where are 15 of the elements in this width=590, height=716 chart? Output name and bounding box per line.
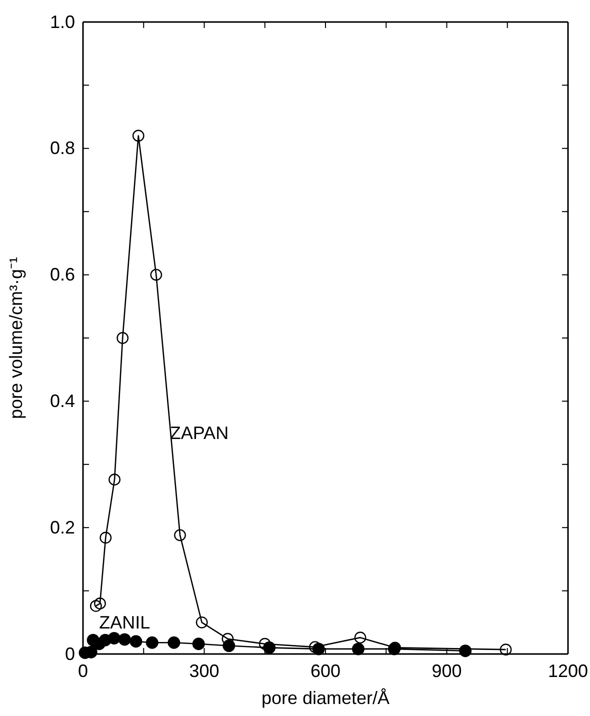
x-tick-label: 900 — [432, 660, 462, 681]
y-tick-label: 0.2 — [50, 517, 75, 538]
x-tick-label: 600 — [310, 660, 341, 681]
y-tick-label: 0.6 — [50, 264, 75, 285]
y-tick-label: 0.4 — [50, 390, 75, 411]
x-tick-label: 0 — [78, 660, 88, 681]
y-tick-label: 0 — [64, 644, 75, 664]
x-tick-label: 1200 — [548, 660, 588, 681]
series-label: ZAPAN — [170, 423, 229, 444]
y-tick-label: 1.0 — [50, 12, 75, 32]
series-label: ZANIL — [99, 612, 150, 633]
y-axis-title: pore volume/cm³·g⁻¹ — [6, 256, 26, 420]
y-tick-label: 0.8 — [50, 138, 75, 158]
x-axis-title: pore diameter/Å — [261, 688, 390, 708]
x-tick-label: 300 — [189, 660, 220, 681]
